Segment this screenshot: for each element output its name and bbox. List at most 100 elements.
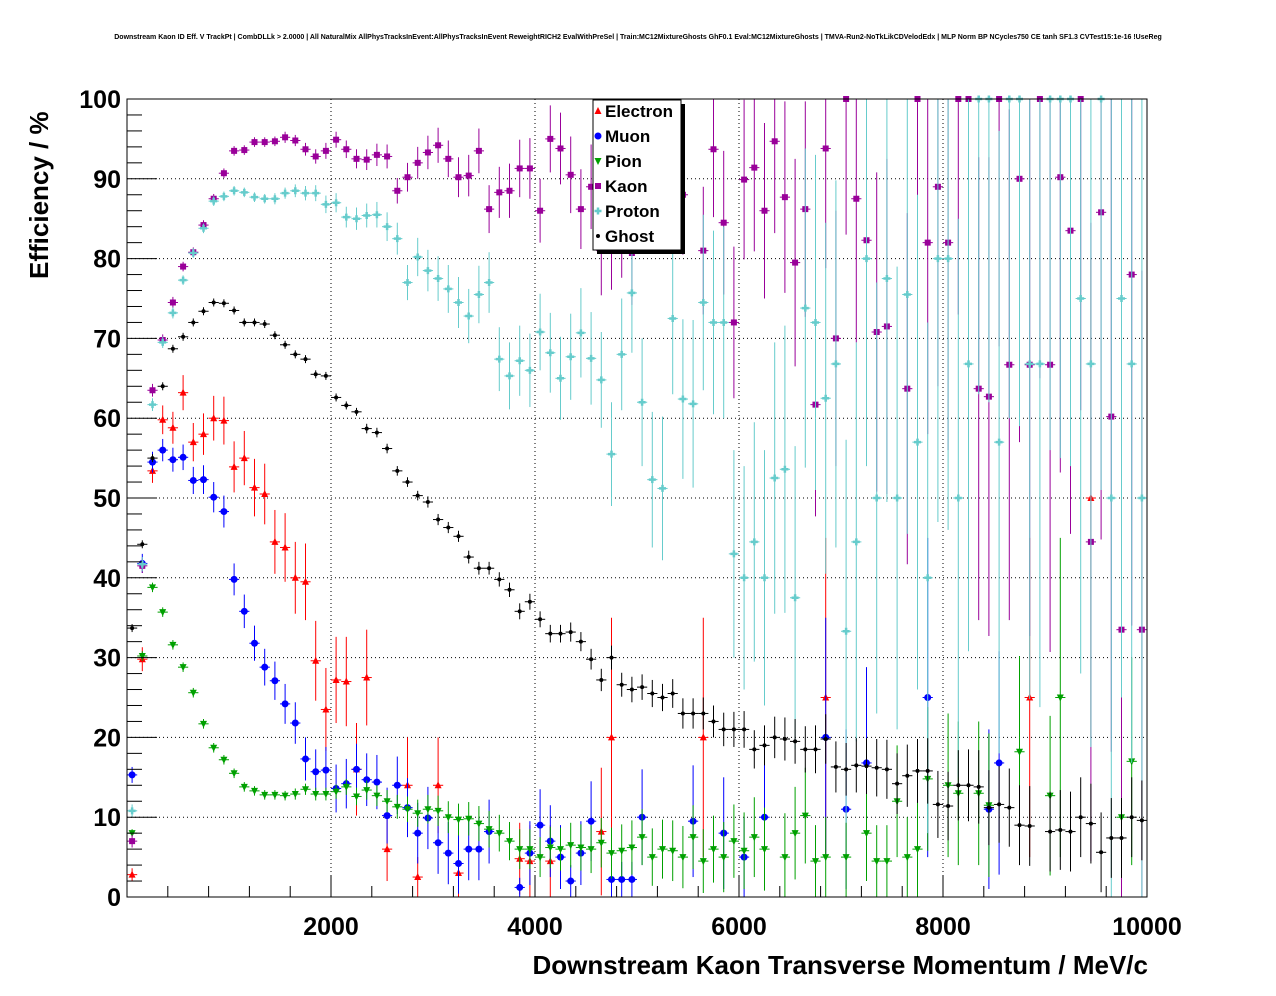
data-point bbox=[741, 176, 748, 183]
data-point bbox=[220, 508, 228, 516]
data-point bbox=[873, 858, 881, 866]
data-point bbox=[150, 456, 155, 461]
data-point bbox=[628, 875, 636, 883]
data-point bbox=[680, 711, 685, 716]
data-point bbox=[568, 630, 573, 635]
data-point bbox=[363, 787, 371, 795]
data-point bbox=[863, 830, 870, 838]
axes: 2000 4000 6000 8000 10000 0 10 20 30 40 50 60 70 80 90… bbox=[79, 86, 1181, 941]
data-point bbox=[312, 768, 320, 776]
data-point bbox=[353, 155, 360, 162]
data-point bbox=[761, 846, 768, 854]
data-point bbox=[873, 494, 881, 502]
data-point bbox=[689, 400, 697, 408]
data-point bbox=[271, 537, 279, 545]
data-point bbox=[138, 653, 146, 661]
data-point bbox=[711, 719, 716, 724]
data-point bbox=[812, 318, 819, 326]
data-point bbox=[648, 476, 656, 484]
data-point bbox=[669, 314, 677, 322]
data-point bbox=[730, 550, 738, 558]
data-point bbox=[169, 423, 177, 431]
data-point bbox=[385, 446, 390, 451]
legend-marker-ghost bbox=[596, 234, 600, 238]
data-point bbox=[670, 691, 675, 696]
data-point bbox=[640, 685, 645, 690]
data-point bbox=[650, 691, 655, 696]
data-point bbox=[1007, 805, 1012, 810]
data-point bbox=[588, 183, 595, 190]
data-point bbox=[322, 766, 330, 774]
data-point bbox=[160, 384, 165, 389]
data-point bbox=[742, 727, 747, 732]
data-point bbox=[240, 607, 248, 615]
data-point bbox=[842, 627, 850, 635]
data-point bbox=[272, 333, 277, 338]
data-point bbox=[129, 838, 136, 845]
data-point bbox=[179, 664, 187, 672]
data-point bbox=[414, 810, 422, 818]
data-point bbox=[312, 153, 319, 160]
x-tick-label: 4000 bbox=[507, 913, 563, 941]
data-point bbox=[282, 134, 289, 141]
data-point bbox=[455, 859, 462, 867]
data-point bbox=[599, 677, 604, 682]
data-point bbox=[597, 376, 605, 384]
data-point bbox=[220, 170, 227, 177]
data-point bbox=[373, 211, 381, 219]
data-point bbox=[772, 735, 777, 740]
data-point bbox=[883, 275, 891, 283]
data-point bbox=[291, 573, 299, 581]
data-point bbox=[353, 215, 360, 223]
data-point bbox=[230, 187, 238, 195]
data-point bbox=[750, 538, 758, 546]
data-point bbox=[578, 639, 583, 644]
data-point bbox=[189, 476, 197, 484]
data-point bbox=[475, 820, 483, 828]
data-point bbox=[283, 342, 288, 347]
data-point bbox=[792, 259, 799, 266]
data-point bbox=[292, 137, 299, 144]
data-point bbox=[516, 846, 524, 854]
data-point bbox=[557, 846, 564, 854]
data-point bbox=[262, 322, 267, 327]
data-point bbox=[435, 142, 442, 149]
data-point bbox=[895, 781, 900, 786]
data-point bbox=[1027, 823, 1032, 828]
y-tick-label: 20 bbox=[93, 724, 121, 752]
data-point bbox=[516, 357, 524, 365]
data-point bbox=[444, 849, 452, 857]
data-point bbox=[1078, 815, 1083, 820]
data-point bbox=[302, 577, 309, 585]
data-point bbox=[373, 778, 381, 786]
data-point bbox=[710, 146, 717, 153]
data-point bbox=[791, 594, 799, 602]
data-point bbox=[323, 373, 328, 378]
data-point bbox=[986, 805, 991, 810]
data-point bbox=[934, 255, 942, 263]
data-point bbox=[801, 812, 809, 820]
data-point bbox=[485, 826, 493, 834]
data-point bbox=[730, 319, 737, 326]
data-point bbox=[434, 807, 442, 815]
data-point bbox=[618, 875, 626, 883]
data-point bbox=[1048, 829, 1053, 834]
data-point bbox=[781, 194, 788, 201]
data-point bbox=[699, 298, 707, 306]
data-point bbox=[995, 438, 1003, 446]
data-point bbox=[261, 139, 268, 146]
data-point bbox=[302, 146, 309, 153]
data-point bbox=[507, 587, 512, 592]
data-point bbox=[903, 291, 911, 299]
data-point bbox=[997, 802, 1002, 807]
data-point bbox=[527, 599, 532, 604]
data-point bbox=[914, 846, 921, 854]
data-point bbox=[374, 430, 379, 435]
data-point bbox=[334, 395, 339, 400]
data-point bbox=[1088, 821, 1093, 826]
data-point bbox=[281, 700, 289, 708]
data-point bbox=[915, 768, 920, 773]
data-point bbox=[240, 188, 248, 196]
data-point bbox=[536, 821, 544, 829]
